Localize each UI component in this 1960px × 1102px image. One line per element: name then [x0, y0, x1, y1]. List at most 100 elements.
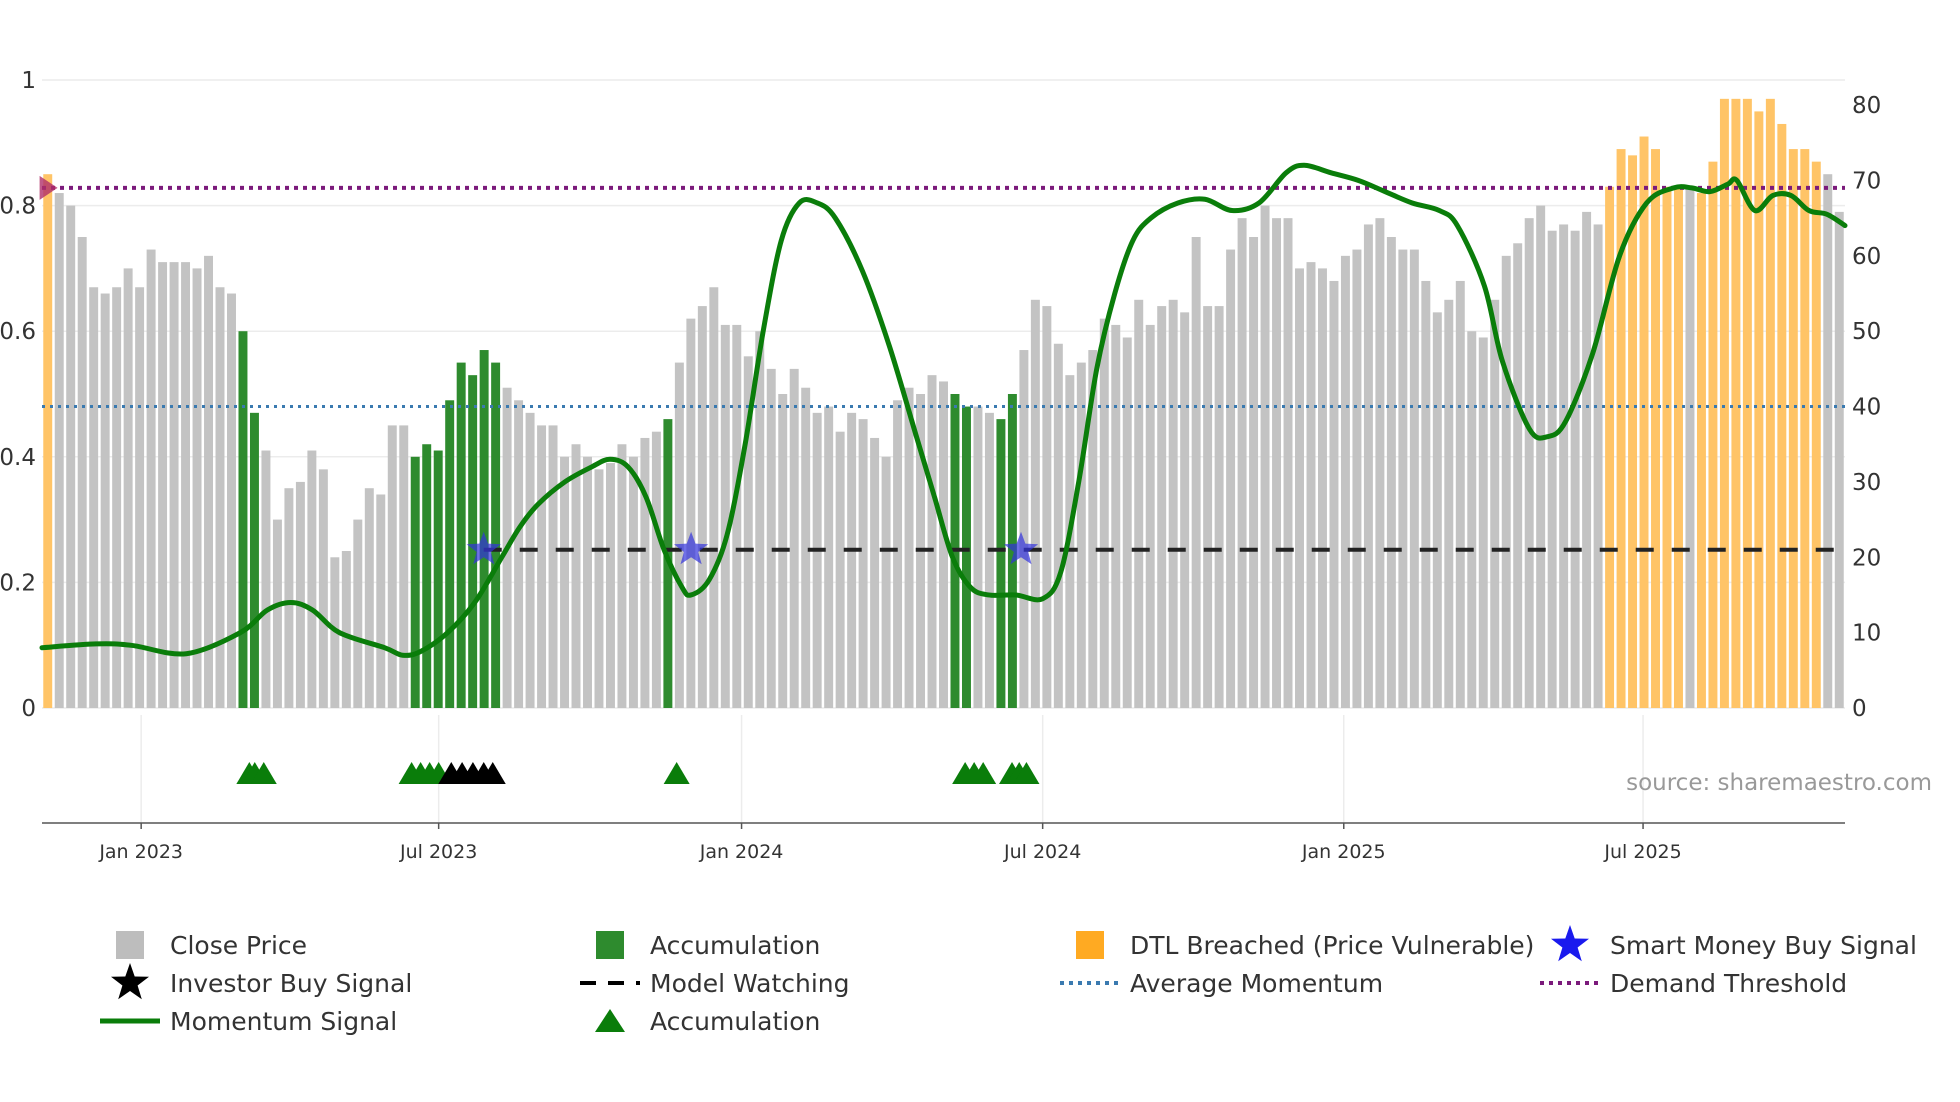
close-price-bar [870, 437, 880, 708]
bars [43, 98, 1844, 709]
dtl-breached-bar [43, 174, 53, 708]
close-price-bar [1570, 230, 1580, 708]
threshold-lines [42, 185, 1845, 552]
close-price-bar [1398, 249, 1408, 708]
smart-money-star [1003, 531, 1039, 565]
dtl-breached-bar [1811, 161, 1821, 708]
accumulation-bar [468, 375, 478, 708]
accumulation-bar [238, 331, 248, 708]
legend-label: Momentum Signal [170, 1007, 397, 1036]
accumulation-bar [410, 456, 420, 708]
close-price-bar [1444, 299, 1454, 708]
close-price-bar [227, 293, 236, 708]
close-price-bar [973, 406, 983, 708]
close-price-bar [686, 318, 696, 708]
legend-item: Average Momentum [1060, 969, 1383, 998]
close-price-bar [1237, 218, 1247, 708]
close-price-bar [135, 287, 145, 708]
close-price-bar [1088, 350, 1098, 708]
close-price-bar [1019, 350, 1029, 708]
x-tick-label: Jul 2025 [1603, 841, 1681, 863]
legend-item: Demand Threshold [1540, 969, 1847, 998]
close-price-bar [984, 412, 994, 708]
close-price-bar [560, 456, 570, 708]
close-price-bar [1122, 337, 1132, 708]
close-price-bar [1295, 268, 1304, 708]
close-price-bar [1157, 306, 1167, 708]
close-price-bar [1272, 218, 1282, 708]
close-price-bar [617, 444, 627, 708]
close-price-bar [605, 463, 615, 708]
right-tick-label: 20 [1852, 545, 1881, 571]
close-price-bar [192, 268, 202, 708]
close-price-bar [54, 193, 64, 709]
close-price-bar [571, 444, 581, 708]
close-price-bar [77, 237, 87, 708]
legend-label: Model Watching [650, 969, 850, 998]
close-price-bar [824, 406, 834, 708]
close-price-bar [1834, 211, 1844, 708]
accumulation-bar [433, 450, 443, 708]
close-price-bar [1582, 211, 1592, 708]
close-price-bar [893, 400, 903, 708]
demand-breach-marker [39, 175, 58, 200]
close-price-bar [169, 262, 179, 708]
accumulation-bar [1007, 394, 1017, 708]
close-price-bar [743, 356, 753, 708]
source-label: source: sharemaestro.com [1626, 770, 1932, 796]
close-price-bar [123, 268, 133, 708]
left-tick-label: 1 [21, 68, 36, 94]
close-price-bar [1559, 224, 1569, 708]
close-price-bar [881, 456, 891, 708]
legend-item: Smart Money Buy Signal [1551, 925, 1917, 962]
close-price-bar [1214, 306, 1224, 708]
x-tick-label: Jan 2025 [1301, 841, 1386, 863]
close-price-bar [1386, 237, 1396, 708]
close-price-bar [272, 519, 282, 708]
close-price-bar [307, 450, 317, 708]
close-price-bar [1317, 268, 1327, 708]
close-price-bar [1042, 306, 1052, 708]
star-icon [1551, 925, 1589, 962]
close-price-bar [1053, 343, 1063, 708]
close-price-bar [1375, 218, 1385, 708]
dtl-breached-bar [1754, 111, 1764, 708]
close-price-bar [720, 324, 730, 708]
dtl-breached-bar [1788, 149, 1798, 708]
legend-item: Accumulation [595, 1007, 820, 1036]
x-tick-label: Jul 2023 [399, 841, 477, 863]
close-price-bar [181, 262, 191, 708]
close-price-bar [261, 450, 271, 708]
close-price-bar [66, 205, 76, 708]
dtl-breached-bar [1616, 149, 1626, 708]
close-price-bar [1432, 312, 1442, 708]
right-tick-label: 40 [1852, 395, 1881, 421]
legend-label: Accumulation [650, 931, 820, 960]
investor-buy-triangle [479, 762, 506, 784]
close-price-bar [284, 488, 294, 708]
legend-swatch-gray [116, 931, 144, 959]
close-price-bar [1421, 280, 1431, 708]
accumulation-bar [422, 444, 432, 708]
close-price-bar [1524, 218, 1534, 708]
legend-label: Demand Threshold [1610, 969, 1847, 998]
close-price-bar [789, 368, 799, 708]
close-price-bar [215, 287, 225, 708]
close-price-bar [583, 456, 592, 708]
dtl-breached-bar [1765, 98, 1775, 709]
dtl-breached-bar [1662, 186, 1672, 708]
close-price-bar [146, 249, 156, 708]
legend-label: Close Price [170, 931, 307, 960]
dtl-breached-bar [1708, 161, 1718, 708]
close-price-bar [1501, 255, 1511, 708]
left-tick-label: 0.8 [0, 194, 36, 220]
legend-item: Close Price [116, 931, 307, 960]
accumulation-triangle [663, 762, 690, 784]
close-price-bar [939, 381, 948, 708]
right-tick-label: 70 [1852, 168, 1881, 194]
close-price-bar [1823, 174, 1833, 708]
dtl-breached-bar [1651, 149, 1660, 708]
close-price-bar [341, 551, 351, 708]
